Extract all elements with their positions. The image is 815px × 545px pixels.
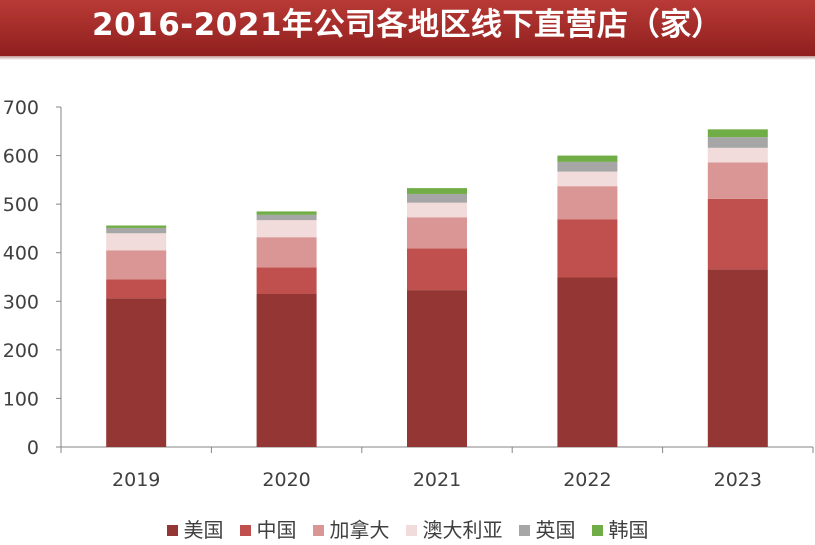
x-tick-label: 2020: [262, 469, 310, 491]
legend-swatch: [405, 525, 417, 536]
legend-item: 英国: [518, 514, 576, 543]
bar-segment-2021-美国: [407, 290, 467, 447]
bar-segment-2022-韩国: [557, 155, 618, 162]
bar-segment-2020-加拿大: [256, 237, 317, 268]
bar-segment-2020-中国: [256, 267, 317, 294]
bar-segment-2019-英国: [106, 227, 167, 234]
bar-segment-2020-英国: [256, 214, 317, 221]
bar-segment-2022-澳大利亚: [557, 171, 618, 187]
y-tick-label: 100: [3, 388, 39, 410]
y-tick-label: 300: [3, 291, 39, 313]
bar-segment-2020-韩国: [256, 211, 317, 215]
bar-segment-2023-美国: [707, 269, 768, 447]
y-tick-label: 0: [27, 437, 39, 459]
legend-label: 美国: [183, 518, 224, 542]
legend-item: 韩国: [591, 514, 649, 543]
legend-label: 英国: [535, 518, 576, 542]
bar-segment-2021-澳大利亚: [407, 202, 467, 218]
legend-label: 加拿大: [329, 518, 390, 542]
bar-segment-2023-韩国: [707, 129, 768, 138]
x-tick-label: 2023: [714, 469, 762, 491]
bar-segment-2020-澳大利亚: [256, 220, 317, 238]
legend-label: 韩国: [608, 518, 649, 542]
bar-segment-2022-加拿大: [557, 186, 618, 220]
legend-swatch: [239, 525, 251, 536]
chart-bars: [106, 129, 768, 447]
legend-item: 美国: [166, 514, 224, 543]
x-tick-label: 2022: [563, 469, 611, 491]
legend-swatch: [518, 525, 530, 536]
chart-legend: 美国 中国 加拿大 澳大利亚 英国 韩国: [0, 514, 815, 543]
legend-item: 加拿大: [312, 514, 390, 543]
y-tick-label: 600: [3, 146, 39, 168]
legend-item: 澳大利亚: [405, 514, 503, 543]
bar-segment-2022-中国: [557, 219, 618, 278]
bar-segment-2021-韩国: [407, 188, 467, 194]
bar-segment-2021-英国: [407, 193, 467, 203]
bar-segment-2020-美国: [256, 294, 317, 447]
legend-swatch: [591, 525, 603, 536]
x-tick-label: 2021: [413, 469, 461, 491]
legend-label: 澳大利亚: [422, 518, 503, 542]
legend-item: 中国: [239, 514, 297, 543]
title-banner-shadow: [0, 56, 815, 60]
bar-segment-2022-美国: [557, 277, 618, 447]
bar-segment-2023-澳大利亚: [707, 147, 768, 163]
bar-segment-2021-中国: [407, 248, 467, 291]
bar-segment-2021-加拿大: [407, 217, 467, 249]
x-tick-label: 2019: [112, 469, 160, 491]
bar-segment-2023-英国: [707, 137, 768, 148]
bar-segment-2023-加拿大: [707, 162, 768, 199]
chart-labels: 0 100 200 300 400 500 600 700 2019 2020 2021 2022 20…: [3, 97, 762, 491]
legend-swatch: [312, 525, 324, 536]
y-tick-label: 200: [3, 340, 39, 362]
y-tick-label: 500: [3, 194, 39, 216]
chart-title: 2016-2021年公司各地区线下直营店（家）: [92, 7, 723, 43]
bar-segment-2019-美国: [106, 298, 167, 447]
bar-segment-2023-中国: [707, 198, 768, 270]
legend-swatch: [166, 525, 178, 536]
bar-segment-2019-中国: [106, 279, 167, 299]
bar-segment-2019-韩国: [106, 225, 167, 228]
y-tick-label: 700: [3, 97, 39, 119]
bar-segment-2022-英国: [557, 161, 618, 172]
title-banner: [0, 0, 815, 56]
bar-segment-2019-澳大利亚: [106, 233, 167, 251]
y-tick-label: 400: [3, 243, 39, 265]
legend-label: 中国: [256, 518, 297, 542]
bar-segment-2019-加拿大: [106, 250, 167, 280]
